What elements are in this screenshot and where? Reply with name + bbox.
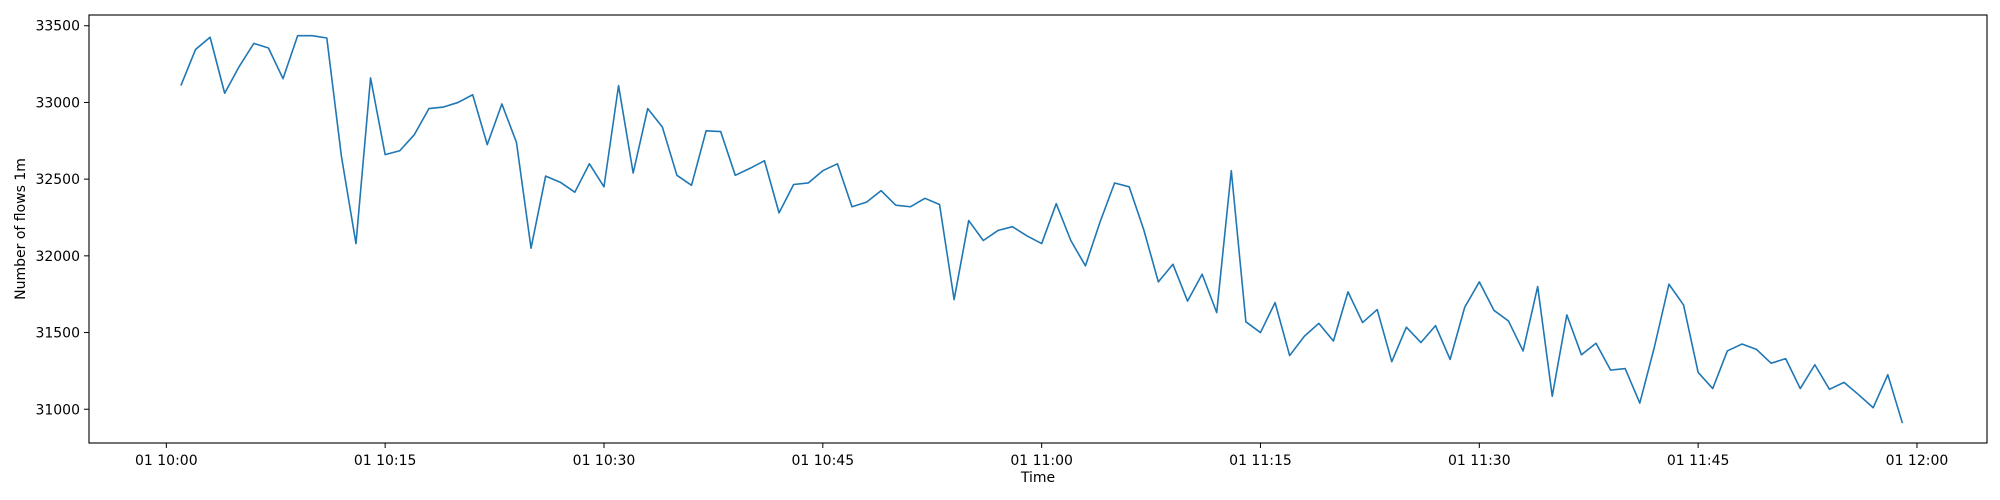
y-tick-label: 33000 xyxy=(35,95,80,111)
x-tick-label: 01 10:45 xyxy=(792,453,855,469)
x-tick-label: 01 10:00 xyxy=(135,453,198,469)
x-tick-label: 01 11:00 xyxy=(1010,453,1073,469)
x-tick-label: 01 10:30 xyxy=(573,453,636,469)
y-tick-label: 31500 xyxy=(35,326,80,342)
y-tick-label: 33500 xyxy=(35,19,80,35)
y-tick-label: 31000 xyxy=(35,402,80,418)
plot-area xyxy=(89,15,1987,443)
plot-frame xyxy=(88,14,1988,444)
y-tick-label: 32000 xyxy=(35,249,80,265)
x-axis-label: Time xyxy=(1020,470,1055,486)
x-tick-label: 01 11:45 xyxy=(1667,453,1730,469)
y-tick-label: 32500 xyxy=(35,172,80,188)
y-axis-ticks: 31000 31500 32000 32500 33000 33500 xyxy=(35,19,89,418)
x-axis-ticks: 01 10:00 01 10:15 01 10:30 01 10:45 01 11:00… xyxy=(135,443,1948,469)
x-tick-label: 01 11:15 xyxy=(1229,453,1292,469)
x-tick-label: 01 10:15 xyxy=(354,453,417,469)
y-axis-label: Number of flows 1m xyxy=(13,158,29,300)
x-tick-label: 01 12:00 xyxy=(1886,453,1949,469)
series-lines xyxy=(180,34,1904,424)
series-line xyxy=(180,34,1904,424)
x-tick-label: 01 11:30 xyxy=(1448,453,1511,469)
